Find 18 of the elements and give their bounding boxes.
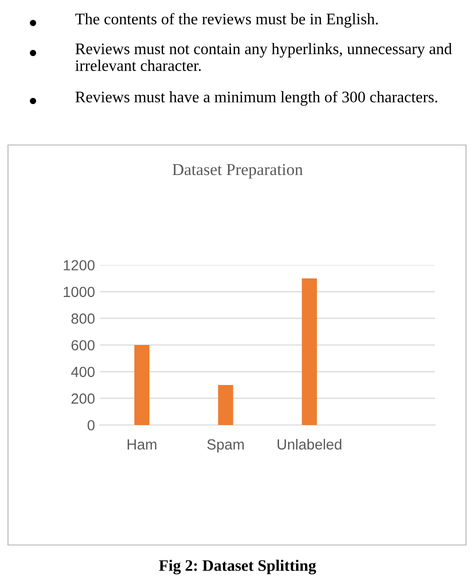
chart-title: Dataset Preparation bbox=[172, 164, 303, 179]
y-tick-label: 800 bbox=[71, 313, 95, 324]
text: Reviews must have a minimum length of 300 characters. bbox=[75, 91, 438, 106]
x-tick-label: Unlabeled bbox=[278, 438, 342, 450]
bar bbox=[218, 385, 234, 425]
y-tick-label: 1000 bbox=[64, 286, 95, 298]
bar bbox=[302, 278, 317, 425]
bar bbox=[134, 345, 150, 425]
x-tick-label: Ham bbox=[128, 439, 156, 450]
caption: Fig 2: Dataset Splitting bbox=[159, 560, 316, 574]
y-tick-label: 200 bbox=[72, 393, 95, 404]
text: Reviews must not contain any hyperlinks, unnecessary and irrelevant character. bbox=[75, 43, 452, 72]
text: The contents of the reviews must be in English. bbox=[75, 13, 378, 28]
x-tick-label: Spam bbox=[207, 439, 244, 452]
y-tick-label: 400 bbox=[71, 366, 95, 378]
y-tick-label: 600 bbox=[72, 340, 95, 350]
y-tick-label: 0 bbox=[88, 420, 95, 430]
y-tick-label: 1200 bbox=[64, 260, 95, 270]
